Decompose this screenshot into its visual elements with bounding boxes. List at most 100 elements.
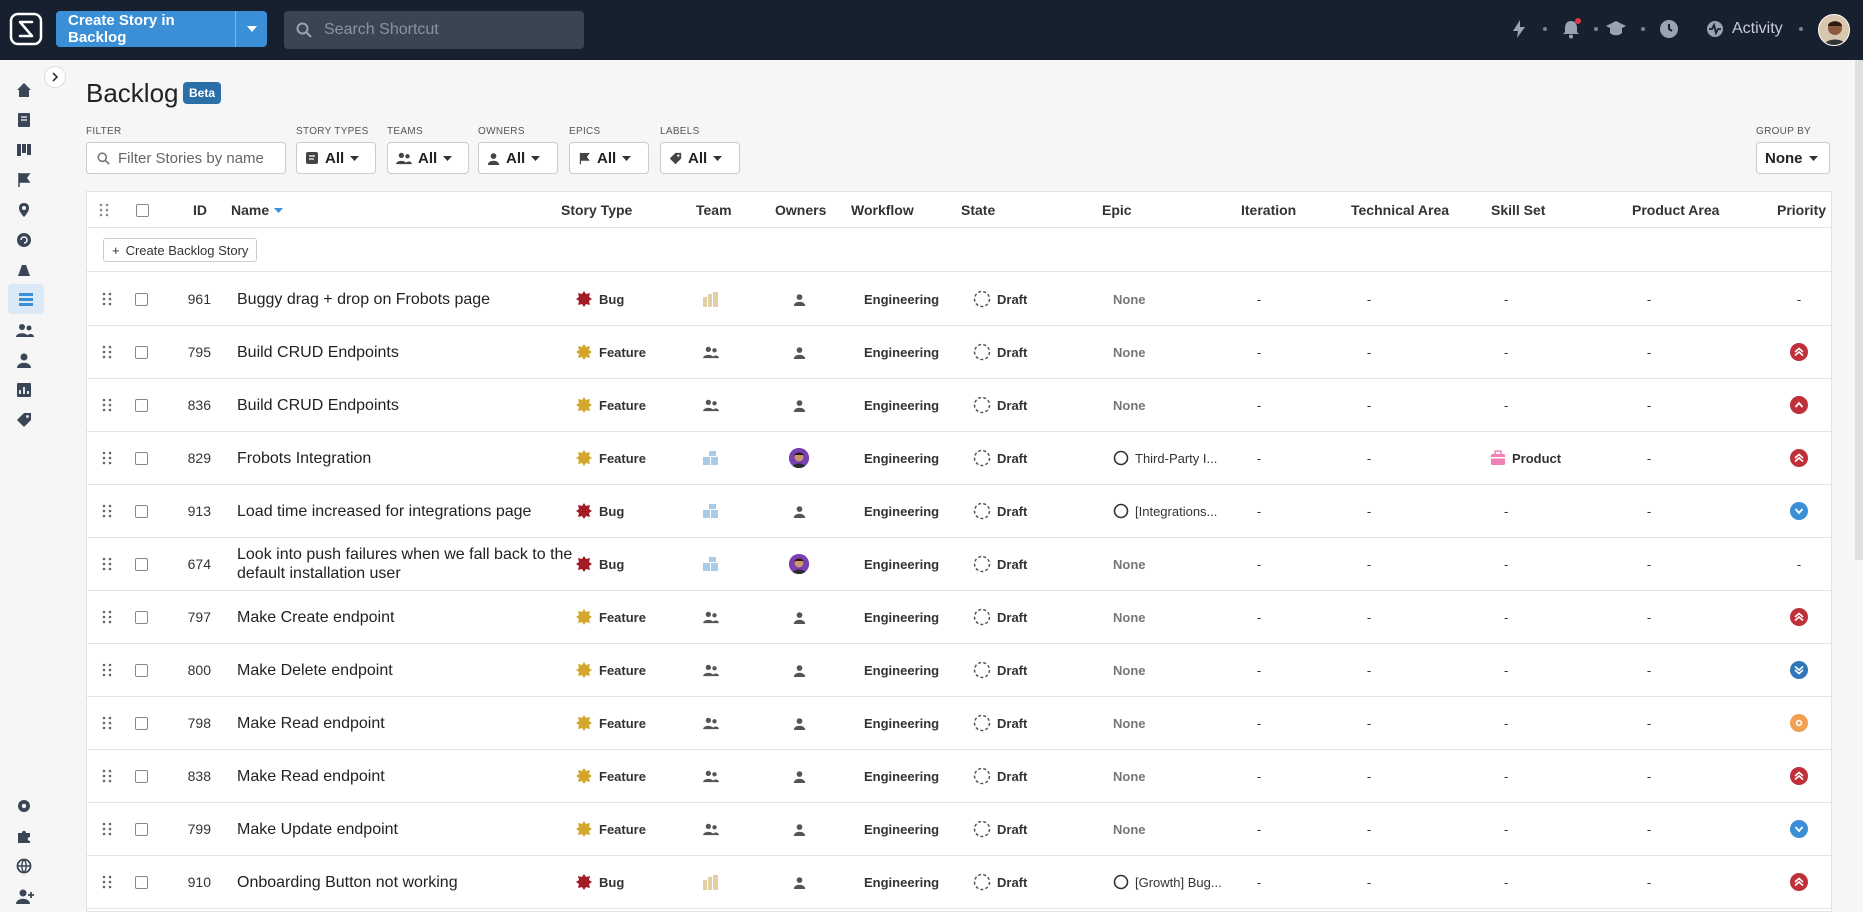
row-checkbox[interactable] (135, 273, 148, 325)
product-area-value[interactable]: - (1646, 503, 1652, 519)
skill-set-value[interactable]: - (1504, 344, 1509, 360)
user-icon[interactable] (16, 352, 36, 372)
story-name-link[interactable]: Look into push failures when we fall bac… (237, 546, 573, 582)
story-type[interactable]: Feature (575, 803, 646, 855)
col-skill-set[interactable]: Skill Set (1491, 202, 1546, 218)
team-icon[interactable] (701, 803, 721, 855)
story-name-link[interactable]: Make Update endpoint (237, 820, 398, 838)
person-icon[interactable] (793, 293, 806, 306)
table-row[interactable]: 799 Make Update endpoint Feature Engineerin… (87, 803, 1831, 856)
skill-set-cell[interactable]: Product (1490, 432, 1561, 484)
create-story-button[interactable]: Create Story in Backlog (56, 11, 267, 47)
table-row[interactable]: 961 Buggy drag + drop on Frobots page Bug E… (87, 273, 1831, 326)
epics-filter[interactable]: All (569, 142, 649, 174)
col-team[interactable]: Team (696, 202, 732, 218)
product-area-value[interactable]: - (1646, 397, 1652, 413)
user-avatar[interactable] (1818, 14, 1850, 46)
story-name-link[interactable]: Make Delete endpoint (237, 661, 393, 679)
owners-cell[interactable] (787, 485, 811, 537)
priority-cell[interactable] (1788, 326, 1810, 378)
col-epic[interactable]: Epic (1102, 202, 1132, 218)
story-name-link[interactable]: Make Read endpoint (237, 714, 385, 732)
row-checkbox[interactable] (135, 803, 148, 855)
invite-user-icon[interactable] (16, 888, 36, 908)
table-row[interactable]: 829 Frobots Integration Feature Engineering… (87, 432, 1831, 485)
skill-set-value[interactable]: - (1504, 821, 1509, 837)
col-product-area[interactable]: Product Area (1632, 202, 1720, 218)
drag-handle-icon[interactable] (99, 432, 115, 484)
shortcut-logo[interactable] (9, 12, 43, 46)
epics-flag-icon[interactable] (16, 172, 36, 192)
person-icon[interactable] (793, 399, 806, 412)
epic-cell[interactable]: None (1113, 644, 1146, 696)
team-icon[interactable] (701, 432, 721, 484)
row-checkbox[interactable] (135, 697, 148, 749)
priority-highest-icon[interactable] (1790, 873, 1808, 891)
team-icon[interactable] (701, 856, 721, 908)
priority-highest-icon[interactable] (1790, 767, 1808, 785)
col-workflow[interactable]: Workflow (851, 202, 914, 218)
row-checkbox[interactable] (135, 644, 148, 696)
table-row[interactable]: 838 Make Read endpoint Feature Engineering D… (87, 750, 1831, 803)
priority-cell[interactable] (1788, 803, 1810, 855)
col-story-type[interactable]: Story Type (561, 202, 633, 218)
story-name-link[interactable]: Build CRUD Endpoints (237, 343, 399, 361)
epic-value[interactable]: None (1113, 821, 1146, 837)
skill-set-cell[interactable]: - (1504, 697, 1508, 749)
team-icon[interactable] (701, 326, 721, 378)
technical-area-value[interactable]: - (1366, 291, 1372, 307)
epic-value[interactable]: None (1113, 768, 1146, 784)
product-area-value[interactable]: - (1646, 450, 1652, 466)
iteration-value[interactable]: - (1256, 344, 1262, 360)
row-checkbox[interactable] (135, 485, 148, 537)
lightning-icon[interactable] (1508, 18, 1530, 40)
epic-cell[interactable]: [Integrations... (1113, 485, 1217, 537)
person-icon[interactable] (793, 611, 806, 624)
epic-value[interactable]: None (1113, 609, 1146, 625)
owners-cell[interactable] (787, 538, 811, 590)
workflow-value[interactable]: Engineering (864, 344, 940, 360)
drag-handle-icon[interactable] (99, 591, 115, 643)
story-name-link[interactable]: Load time increased for integrations pag… (237, 502, 532, 520)
drag-handle-icon[interactable] (99, 273, 115, 325)
epic-cell[interactable]: None (1113, 697, 1146, 749)
globe-icon[interactable] (16, 858, 36, 878)
teams-filter[interactable]: All (387, 142, 469, 174)
team-icon[interactable] (701, 591, 721, 643)
state-cell[interactable]: Draft (973, 273, 1027, 325)
story-name-link[interactable]: Make Read endpoint (237, 767, 385, 785)
col-technical-area[interactable]: Technical Area (1351, 202, 1450, 218)
col-id[interactable]: ID (193, 202, 207, 218)
team-icon[interactable] (701, 697, 721, 749)
drag-handle-icon[interactable] (99, 803, 115, 855)
story-type[interactable]: Feature (575, 432, 646, 484)
product-area-value[interactable]: - (1646, 874, 1652, 890)
milestones-icon[interactable] (16, 262, 36, 282)
technical-area-value[interactable]: - (1366, 662, 1372, 678)
story-type[interactable]: Bug (575, 538, 624, 590)
board-icon[interactable] (16, 142, 36, 162)
priority-cell[interactable]: - (1788, 273, 1810, 325)
table-row[interactable]: 798 Make Read endpoint Feature Engineering D… (87, 697, 1831, 750)
skill-set-value[interactable]: - (1504, 503, 1509, 519)
priority-cell[interactable] (1788, 591, 1810, 643)
story-type[interactable]: Bug (575, 273, 624, 325)
state-cell[interactable]: Draft (973, 591, 1027, 643)
person-icon[interactable] (793, 664, 806, 677)
state-cell[interactable]: Draft (973, 750, 1027, 802)
priority-highest-icon[interactable] (1790, 608, 1808, 626)
epic-cell[interactable]: None (1113, 326, 1146, 378)
product-area-value[interactable]: - (1646, 344, 1652, 360)
select-all-checkbox[interactable] (136, 192, 149, 228)
team-icon[interactable] (701, 538, 721, 590)
story-name-link[interactable]: Build CRUD Endpoints (237, 396, 399, 414)
skill-set-value[interactable]: - (1504, 715, 1509, 731)
skill-set-cell[interactable]: - (1504, 750, 1508, 802)
priority-empty[interactable]: - (1796, 291, 1802, 307)
state-cell[interactable]: Draft (973, 856, 1027, 908)
sidebar-expand-button[interactable] (44, 66, 66, 88)
iteration-value[interactable]: - (1256, 821, 1262, 837)
team-icon[interactable] (701, 644, 721, 696)
bell-icon[interactable] (1560, 18, 1582, 40)
technical-area-value[interactable]: - (1366, 821, 1372, 837)
